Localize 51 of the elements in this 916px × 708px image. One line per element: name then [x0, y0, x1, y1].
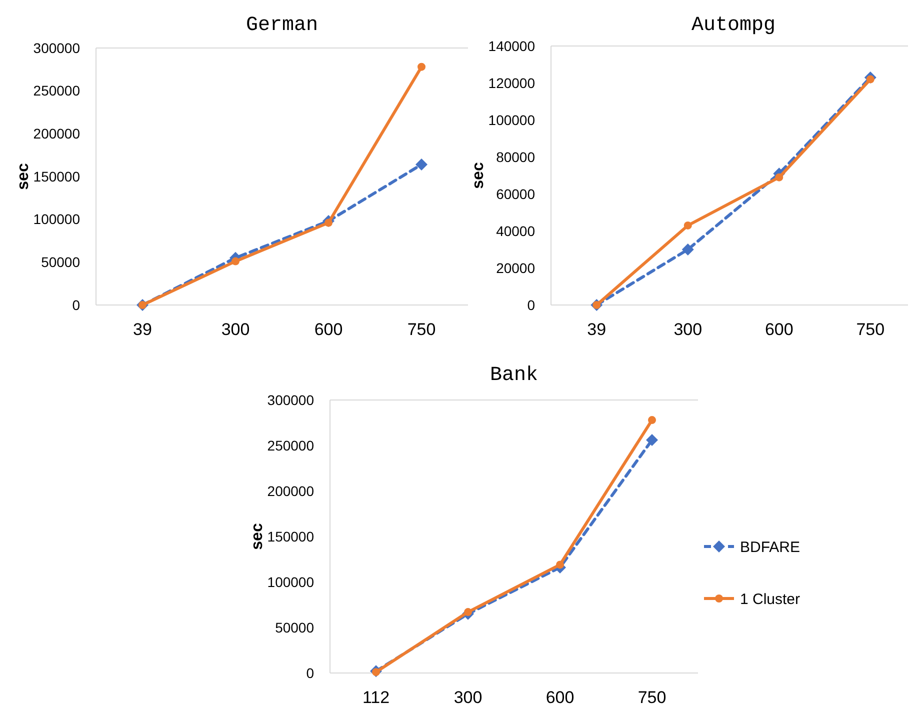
y-tick-label: 140000 [488, 38, 536, 54]
point [646, 434, 658, 446]
y-tick-label: 300000 [267, 392, 314, 408]
y-tick-label: 250000 [267, 437, 314, 454]
y-tick-label: 120000 [488, 74, 536, 91]
y-tick-label: 150000 [267, 528, 314, 544]
x-tick-label: 750 [638, 688, 666, 707]
point [416, 158, 428, 171]
y-tick-label: 0 [527, 296, 536, 313]
y-axis-title: sec [249, 523, 266, 550]
chart-title: Bank [490, 364, 538, 387]
x-tick-label: 600 [546, 688, 574, 707]
y-tick-label: 60000 [496, 186, 536, 202]
x-tick-label: 750 [407, 320, 436, 339]
y-tick-label: 50000 [41, 254, 80, 270]
x-tick-label: 600 [764, 320, 794, 339]
point [682, 244, 694, 256]
point [418, 62, 426, 71]
point [232, 257, 240, 266]
chart-title: German [246, 14, 318, 37]
y-tick-label: 150000 [33, 168, 80, 184]
x-tick-label: 300 [454, 688, 482, 707]
y-tick-label: 100000 [33, 211, 80, 228]
y-tick-label: 200000 [267, 482, 314, 499]
point [684, 221, 692, 230]
y-axis-title: sec [15, 163, 32, 190]
y-tick-label: 80000 [496, 148, 536, 165]
x-tick-label: 750 [856, 320, 885, 339]
y-tick-label: 200000 [33, 126, 80, 142]
y-tick-label: 40000 [496, 222, 536, 239]
x-tick-label: 600 [314, 320, 343, 339]
x-tick-label: 300 [221, 320, 250, 339]
y-tick-label: 250000 [33, 82, 80, 99]
y-axis-title: sec [470, 162, 487, 189]
point [556, 560, 564, 569]
y-tick-label: 100000 [267, 574, 314, 590]
point [648, 416, 656, 424]
y-tick-label: 50000 [275, 619, 314, 636]
legend-label: 1 Cluster [740, 590, 800, 608]
x-tick-label: 112 [362, 688, 390, 707]
y-tick-label: 0 [72, 296, 80, 313]
y-tick-label: 20000 [496, 260, 536, 276]
y-tick-label: 300000 [33, 40, 80, 56]
point [775, 173, 784, 182]
legend-label: BDFARE [740, 538, 800, 556]
chart-title: Autompg [691, 14, 776, 37]
x-tick-label: 39 [587, 320, 606, 339]
x-tick-label: 300 [674, 320, 702, 339]
y-tick-label: 0 [306, 664, 314, 681]
x-tick-label: 39 [133, 320, 152, 339]
y-tick-label: 100000 [488, 112, 536, 128]
